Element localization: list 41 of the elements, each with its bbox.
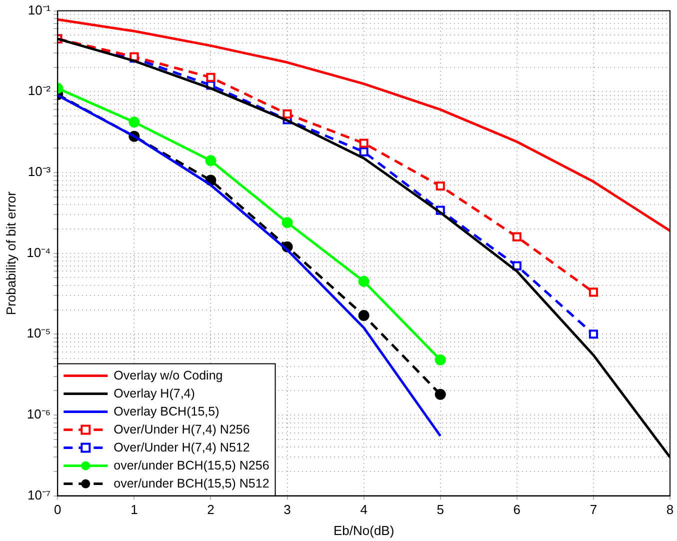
point xyxy=(588,288,598,297)
point xyxy=(206,72,216,82)
point xyxy=(359,147,368,156)
x-tick-label: 7 xyxy=(590,502,598,518)
point xyxy=(436,181,445,191)
y-tick-label: 10⁻⁶ xyxy=(26,406,51,422)
y-axis-title: Probability of bit error xyxy=(3,190,18,316)
legend-label: Over/Under H(7,4) N512 xyxy=(114,440,250,454)
x-tick-label: 6 xyxy=(513,502,521,518)
x-tick-label: 3 xyxy=(284,502,291,518)
legend-label: Overlay w/o Coding xyxy=(114,368,223,382)
y-tick-label: 10⁻³ xyxy=(28,164,52,180)
point xyxy=(359,138,368,148)
point xyxy=(128,116,140,128)
point xyxy=(588,330,598,339)
legend-label: Over/Under H(7,4) N256 xyxy=(114,422,250,436)
x-tick-label: 2 xyxy=(207,502,214,518)
point xyxy=(358,310,370,322)
legend-label: over/under BCH(15,5) N512 xyxy=(114,476,270,490)
legend-label: Overlay BCH(15,5) xyxy=(114,404,220,418)
point xyxy=(282,217,293,228)
x-axis-title: Eb/No(dB) xyxy=(333,522,394,538)
y-tick-label: 10⁻⁴ xyxy=(26,244,51,260)
x-tick-label: 1 xyxy=(130,502,138,518)
y-tick-label: 10⁻¹ xyxy=(28,2,52,18)
point xyxy=(512,261,522,270)
x-tick-label: 4 xyxy=(360,502,368,518)
point xyxy=(434,388,446,400)
x-tick-label: 0 xyxy=(54,502,62,518)
legend-label: Overlay H(7,4) xyxy=(114,386,195,400)
point xyxy=(434,354,446,366)
legend-label: over/under BCH(15,5) N256 xyxy=(114,458,270,472)
y-tick-label: 10⁻² xyxy=(28,83,52,98)
point xyxy=(358,276,370,287)
point xyxy=(282,109,292,118)
point xyxy=(205,155,216,166)
y-tick-label: 10⁻⁷ xyxy=(27,487,51,502)
x-tick-label: 8 xyxy=(666,502,674,518)
y-tick-label: 10⁻⁵ xyxy=(26,326,51,341)
point xyxy=(512,232,522,242)
x-tick-label: 5 xyxy=(436,502,444,518)
